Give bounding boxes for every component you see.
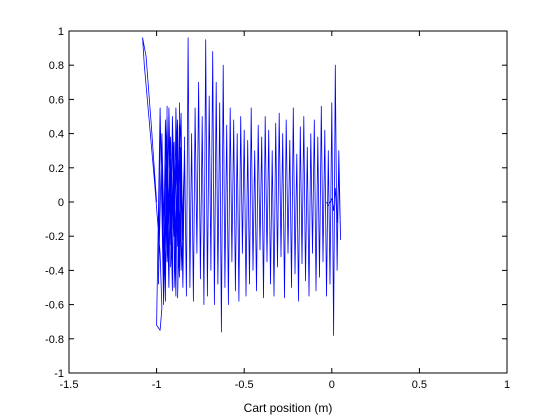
series-layer bbox=[142, 37, 342, 336]
x-axis-label: Cart position (m) bbox=[244, 401, 333, 415]
y-tick-label-7: 0.4 bbox=[49, 129, 64, 141]
x-tick-labels: -1.5 -1 -0.5 0 0.5 1 bbox=[60, 379, 511, 391]
plot-area bbox=[68, 30, 508, 374]
x-tick-label-4: 0.5 bbox=[412, 379, 427, 391]
x-tick-label-2: -0.5 bbox=[235, 379, 254, 391]
x-tick-label-0: -1.5 bbox=[60, 379, 79, 391]
x-tick-label-5: 1 bbox=[504, 379, 510, 391]
x-tick-label-1: -1 bbox=[152, 379, 162, 391]
y-tick-label-10: 1 bbox=[58, 26, 64, 38]
y-tick-label-5: 0 bbox=[58, 197, 64, 209]
axis-ticks bbox=[68, 30, 508, 374]
y-tick-label-9: 0.8 bbox=[49, 60, 64, 72]
y-tick-label-3: -0.4 bbox=[45, 265, 64, 277]
x-tick-label-3: 0 bbox=[329, 379, 335, 391]
y-tick-label-2: -0.6 bbox=[45, 300, 64, 312]
y-tick-label-6: 0.2 bbox=[49, 163, 64, 175]
y-tick-label-0: -1 bbox=[54, 368, 64, 380]
y-tick-labels: -1 -0.8 -0.6 -0.4 -0.2 0 0.2 0.4 0.6 0.8 1 bbox=[45, 26, 64, 380]
y-tick-label-1: -0.8 bbox=[45, 334, 64, 346]
series-line-0 bbox=[142, 37, 342, 336]
y-tick-label-4: -0.2 bbox=[45, 231, 64, 243]
y-tick-label-8: 0.6 bbox=[49, 94, 64, 106]
